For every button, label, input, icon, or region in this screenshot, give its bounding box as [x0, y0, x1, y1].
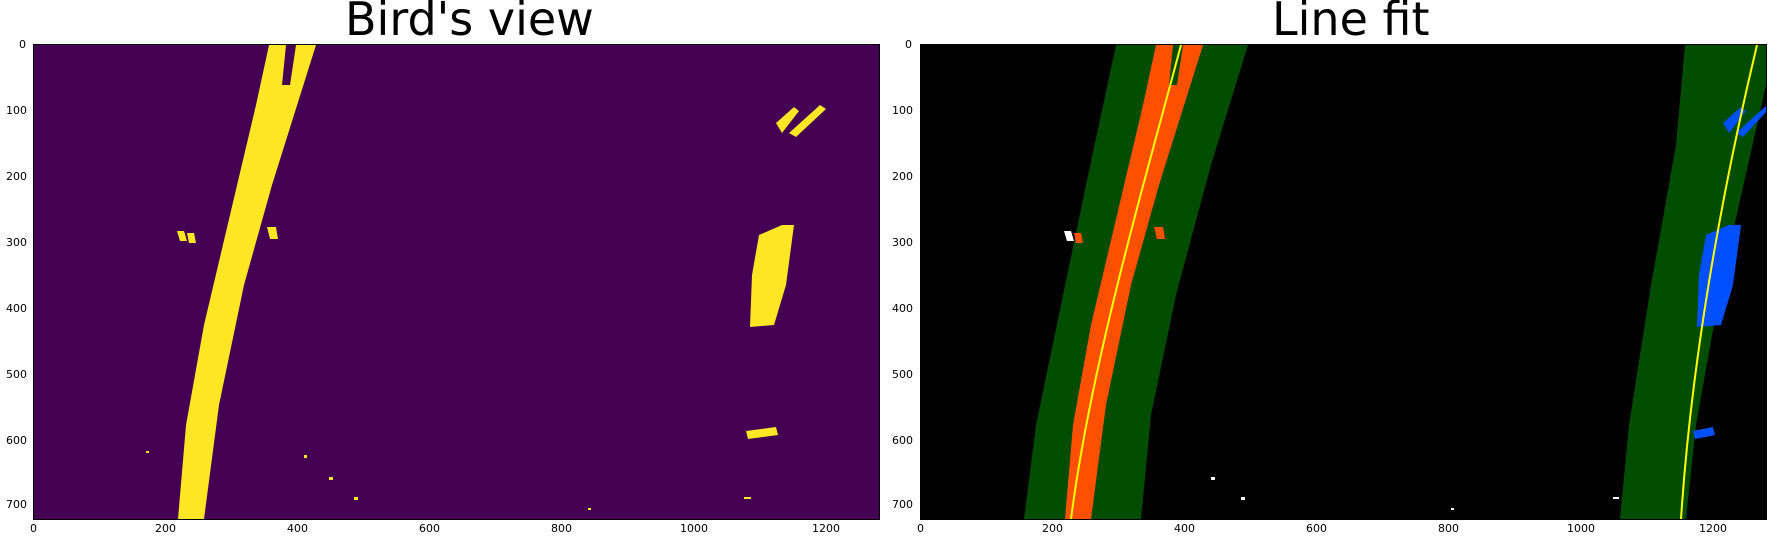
xtick-label: 200 [1042, 522, 1063, 535]
panel-title-birds-view: Bird's view [345, 0, 594, 46]
line-fit-image [920, 44, 1767, 520]
xtick-label: 200 [155, 522, 176, 535]
left-fit-line [1070, 45, 1182, 519]
right-lane-pixels-top [776, 107, 799, 133]
xtick-label: 800 [551, 522, 572, 535]
xtick-label: 1200 [1699, 522, 1727, 535]
xtick-label: 1000 [1567, 522, 1595, 535]
ytick-label: 600 [6, 434, 27, 447]
ytick-label: 300 [892, 236, 913, 249]
ytick-label: 600 [892, 434, 913, 447]
ytick-label: 400 [6, 302, 27, 315]
ytick-label: 700 [6, 498, 27, 511]
ytick-label: 500 [892, 368, 913, 381]
ytick-label: 400 [892, 302, 913, 315]
xtick-label: 1200 [812, 522, 840, 535]
right-lane-pixels-mid [750, 225, 794, 327]
ytick-label: 200 [892, 170, 913, 183]
panel-title-line-fit: Line fit [1272, 0, 1430, 46]
ytick-label: 500 [6, 368, 27, 381]
ytick-label: 100 [6, 104, 27, 117]
left-lane-pixels [1065, 45, 1203, 519]
xtick-label: 600 [419, 522, 440, 535]
xtick-label: 0 [30, 522, 37, 535]
xtick-label: 800 [1438, 522, 1459, 535]
right-search-window [1620, 45, 1766, 519]
right-lane-pixels-bottom [746, 427, 778, 439]
left-search-window [1024, 45, 1248, 519]
birds-view-image [33, 44, 880, 520]
ytick-label: 300 [6, 236, 27, 249]
left-lane-pixels [178, 45, 316, 519]
birds-view-binary-mask [146, 45, 826, 519]
xtick-label: 0 [917, 522, 924, 535]
ytick-label: 100 [892, 104, 913, 117]
ytick-label: 0 [905, 38, 912, 51]
ytick-label: 700 [892, 498, 913, 511]
ytick-label: 200 [6, 170, 27, 183]
ytick-label: 0 [19, 38, 26, 51]
line-fit-overlay [1024, 45, 1766, 519]
right-lane-pixels [1723, 107, 1746, 133]
xtick-label: 400 [287, 522, 308, 535]
noise-blob [177, 231, 187, 241]
xtick-label: 400 [1174, 522, 1195, 535]
xtick-label: 1000 [680, 522, 708, 535]
right-fit-line [1680, 45, 1758, 519]
xtick-label: 600 [1306, 522, 1327, 535]
